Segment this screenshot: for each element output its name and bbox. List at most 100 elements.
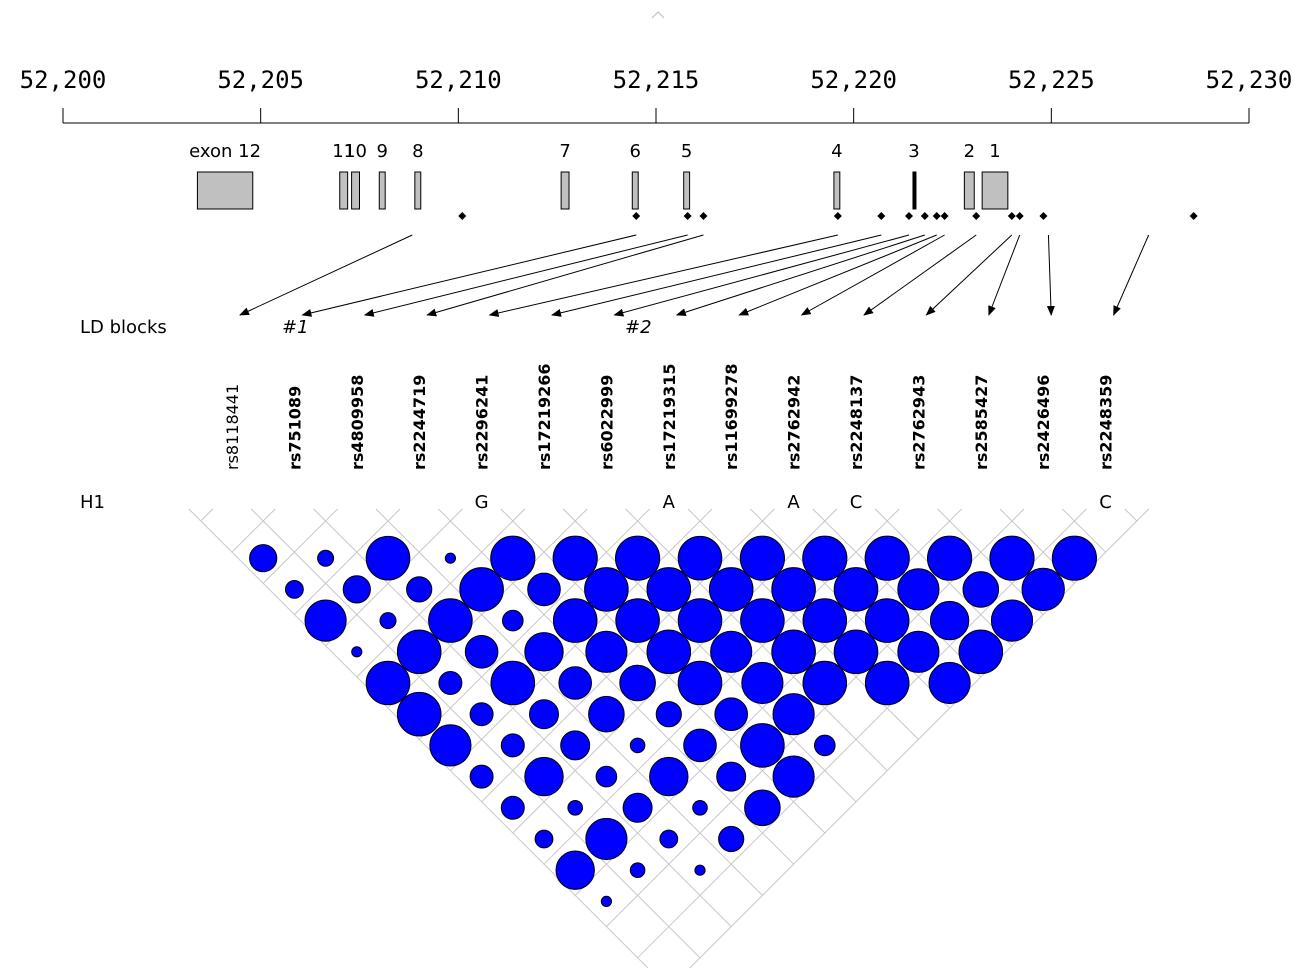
snp-id-label: rs17219266 — [535, 364, 554, 470]
ld-circle — [555, 850, 595, 890]
ld-circle — [740, 723, 785, 768]
ld-circle — [814, 734, 836, 757]
axis-tick-label: 52,210 — [415, 66, 502, 94]
snp-marker — [833, 212, 842, 220]
ld-circle — [469, 702, 494, 727]
exon-box — [683, 171, 691, 210]
snp-id-label: rs2296241 — [473, 375, 492, 470]
snp-marker — [458, 212, 467, 220]
ld-circle — [502, 609, 524, 632]
ld-matrix-circles — [249, 535, 1098, 908]
ld-circle — [351, 646, 363, 658]
ld-circle — [600, 895, 613, 908]
exon-box — [196, 171, 254, 210]
allele-label: C — [1099, 492, 1112, 513]
ld-circle — [771, 567, 816, 612]
grid-tick — [824, 508, 838, 522]
snp-id-label: rs2762942 — [785, 375, 804, 470]
grid-tick — [512, 508, 526, 522]
ld-circle — [527, 572, 561, 607]
snp-marker — [683, 212, 692, 220]
ld-circle — [396, 629, 442, 675]
snp-arrow — [301, 234, 637, 317]
exon-label: 2 — [964, 141, 975, 162]
snp-arrow — [613, 234, 910, 317]
ld-circle — [500, 795, 525, 820]
ld-circle — [444, 552, 456, 564]
grid-tick — [750, 508, 763, 522]
exon-box — [631, 171, 639, 210]
grid-tick — [874, 508, 888, 522]
snp-marker — [1007, 212, 1016, 220]
exon-box — [963, 171, 975, 210]
grid-tick — [387, 508, 401, 522]
ld-circle — [534, 829, 554, 849]
snp-arrow — [1113, 234, 1150, 316]
allele-label: A — [787, 492, 800, 513]
snp-arrow — [988, 234, 1021, 316]
ld-circle — [459, 567, 504, 612]
ld-circle — [833, 567, 879, 612]
snp-id-label: rs751089 — [285, 386, 304, 470]
grid-tick — [1124, 508, 1138, 522]
ld-circle — [833, 629, 879, 675]
snp-arrow — [800, 234, 945, 316]
snp-id-label: rs2244719 — [410, 375, 429, 470]
exon-label: 1 — [989, 141, 1000, 162]
ld-circle — [864, 535, 910, 581]
grid-tick — [949, 508, 962, 522]
ld-circle — [677, 660, 723, 706]
grid-line — [637, 520, 1075, 959]
ld-circle — [802, 598, 848, 643]
allele-label: A — [663, 492, 676, 513]
exon-label: 6 — [630, 141, 641, 162]
ld-circle — [622, 792, 653, 823]
ld-circle — [464, 635, 499, 669]
ld-circle — [802, 535, 848, 581]
exon-label: 8 — [412, 141, 423, 162]
grid-line — [325, 520, 451, 647]
snp-marker — [699, 212, 708, 220]
ld-circle — [304, 599, 347, 642]
grid-tick — [562, 508, 576, 522]
axis-tick-label: 52,200 — [20, 66, 107, 94]
ld-circle — [588, 695, 625, 733]
grid-line — [294, 520, 389, 615]
axis-tick-label: 52,230 — [1206, 66, 1293, 94]
snp-arrow — [863, 234, 977, 316]
scroll-up-caret-icon[interactable] — [651, 11, 665, 19]
grid-line — [1074, 520, 1106, 553]
ld-circle — [1021, 567, 1065, 612]
ld-circle — [619, 664, 656, 702]
exon-label: 10 — [344, 141, 367, 162]
snp-id-label: rs2426496 — [1034, 375, 1053, 470]
ld-circle — [558, 666, 593, 700]
ld-circle — [429, 724, 472, 767]
ld-circle — [958, 629, 1004, 675]
ld-circle — [655, 701, 682, 728]
ld-circle — [927, 535, 973, 581]
exon-box — [981, 171, 1009, 210]
snp-marker — [877, 212, 886, 220]
grid-tick — [500, 508, 514, 522]
ld-circle — [524, 632, 564, 672]
snp-arrow — [239, 234, 413, 316]
exon-label: 9 — [377, 141, 388, 162]
snp-marker — [1189, 212, 1198, 220]
ld-circle — [744, 789, 781, 827]
ld-circle — [585, 817, 628, 861]
ld-circle — [552, 535, 598, 581]
ld-circle — [962, 571, 1000, 608]
ld-circle — [646, 629, 692, 675]
ld-circle — [649, 756, 689, 797]
ld-circle — [379, 612, 397, 630]
snp-marker — [1015, 212, 1024, 220]
ld-circle — [990, 599, 1034, 642]
snp-marker — [920, 212, 929, 220]
snp-arrow — [363, 234, 688, 317]
exon-box — [339, 171, 349, 210]
axis-tick-label: 52,225 — [1008, 66, 1095, 94]
snp-id-label: rs4809958 — [348, 375, 367, 470]
